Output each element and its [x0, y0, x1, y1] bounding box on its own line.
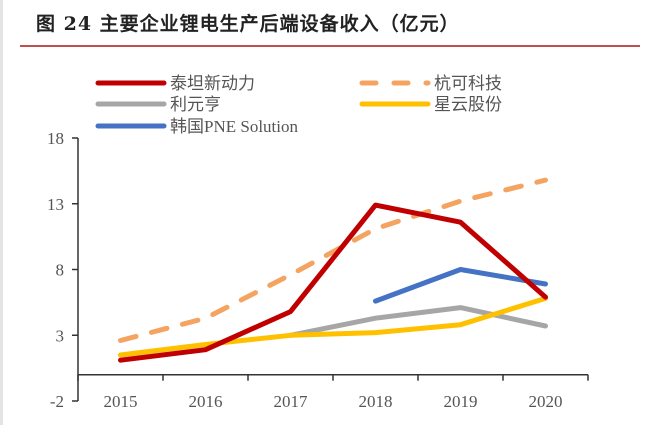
y-tick-label: 8 [56, 261, 65, 280]
series-line-0 [118, 202, 548, 363]
y-tick-label: 13 [47, 195, 64, 214]
x-tick-label: 2019 [444, 392, 478, 411]
legend-label: 杭可科技 [434, 74, 502, 93]
page-left-border [0, 0, 3, 425]
legend-label: 利元亨 [170, 95, 221, 114]
legend-label: 韩国PNE Solution [170, 117, 298, 136]
x-tick-label: 2020 [529, 392, 563, 411]
chart-title: 图 24 主要企业锂电生产后端设备收入（亿元） [36, 13, 460, 35]
series-group [118, 177, 548, 363]
x-tick-label: 2018 [359, 392, 393, 411]
series-line-4 [373, 267, 548, 304]
series-line-3 [118, 295, 548, 358]
x-tick-label: 2016 [189, 392, 223, 411]
x-tick-label: 2017 [274, 392, 309, 411]
series-line-1 [118, 177, 548, 343]
y-tick-label: 18 [47, 129, 64, 148]
x-tick-label: 2015 [104, 392, 138, 411]
legend-label: 星云股份 [434, 95, 502, 114]
series-line-2 [288, 305, 548, 338]
axes: 18 13 8 3 -2 2015 2016 2017 2018 2019 2020 [47, 129, 589, 411]
y-tick-label: 3 [56, 326, 65, 345]
title-underline [20, 45, 640, 47]
y-tick-label: -2 [50, 392, 64, 411]
legend-label: 泰坦新动力 [170, 74, 255, 93]
